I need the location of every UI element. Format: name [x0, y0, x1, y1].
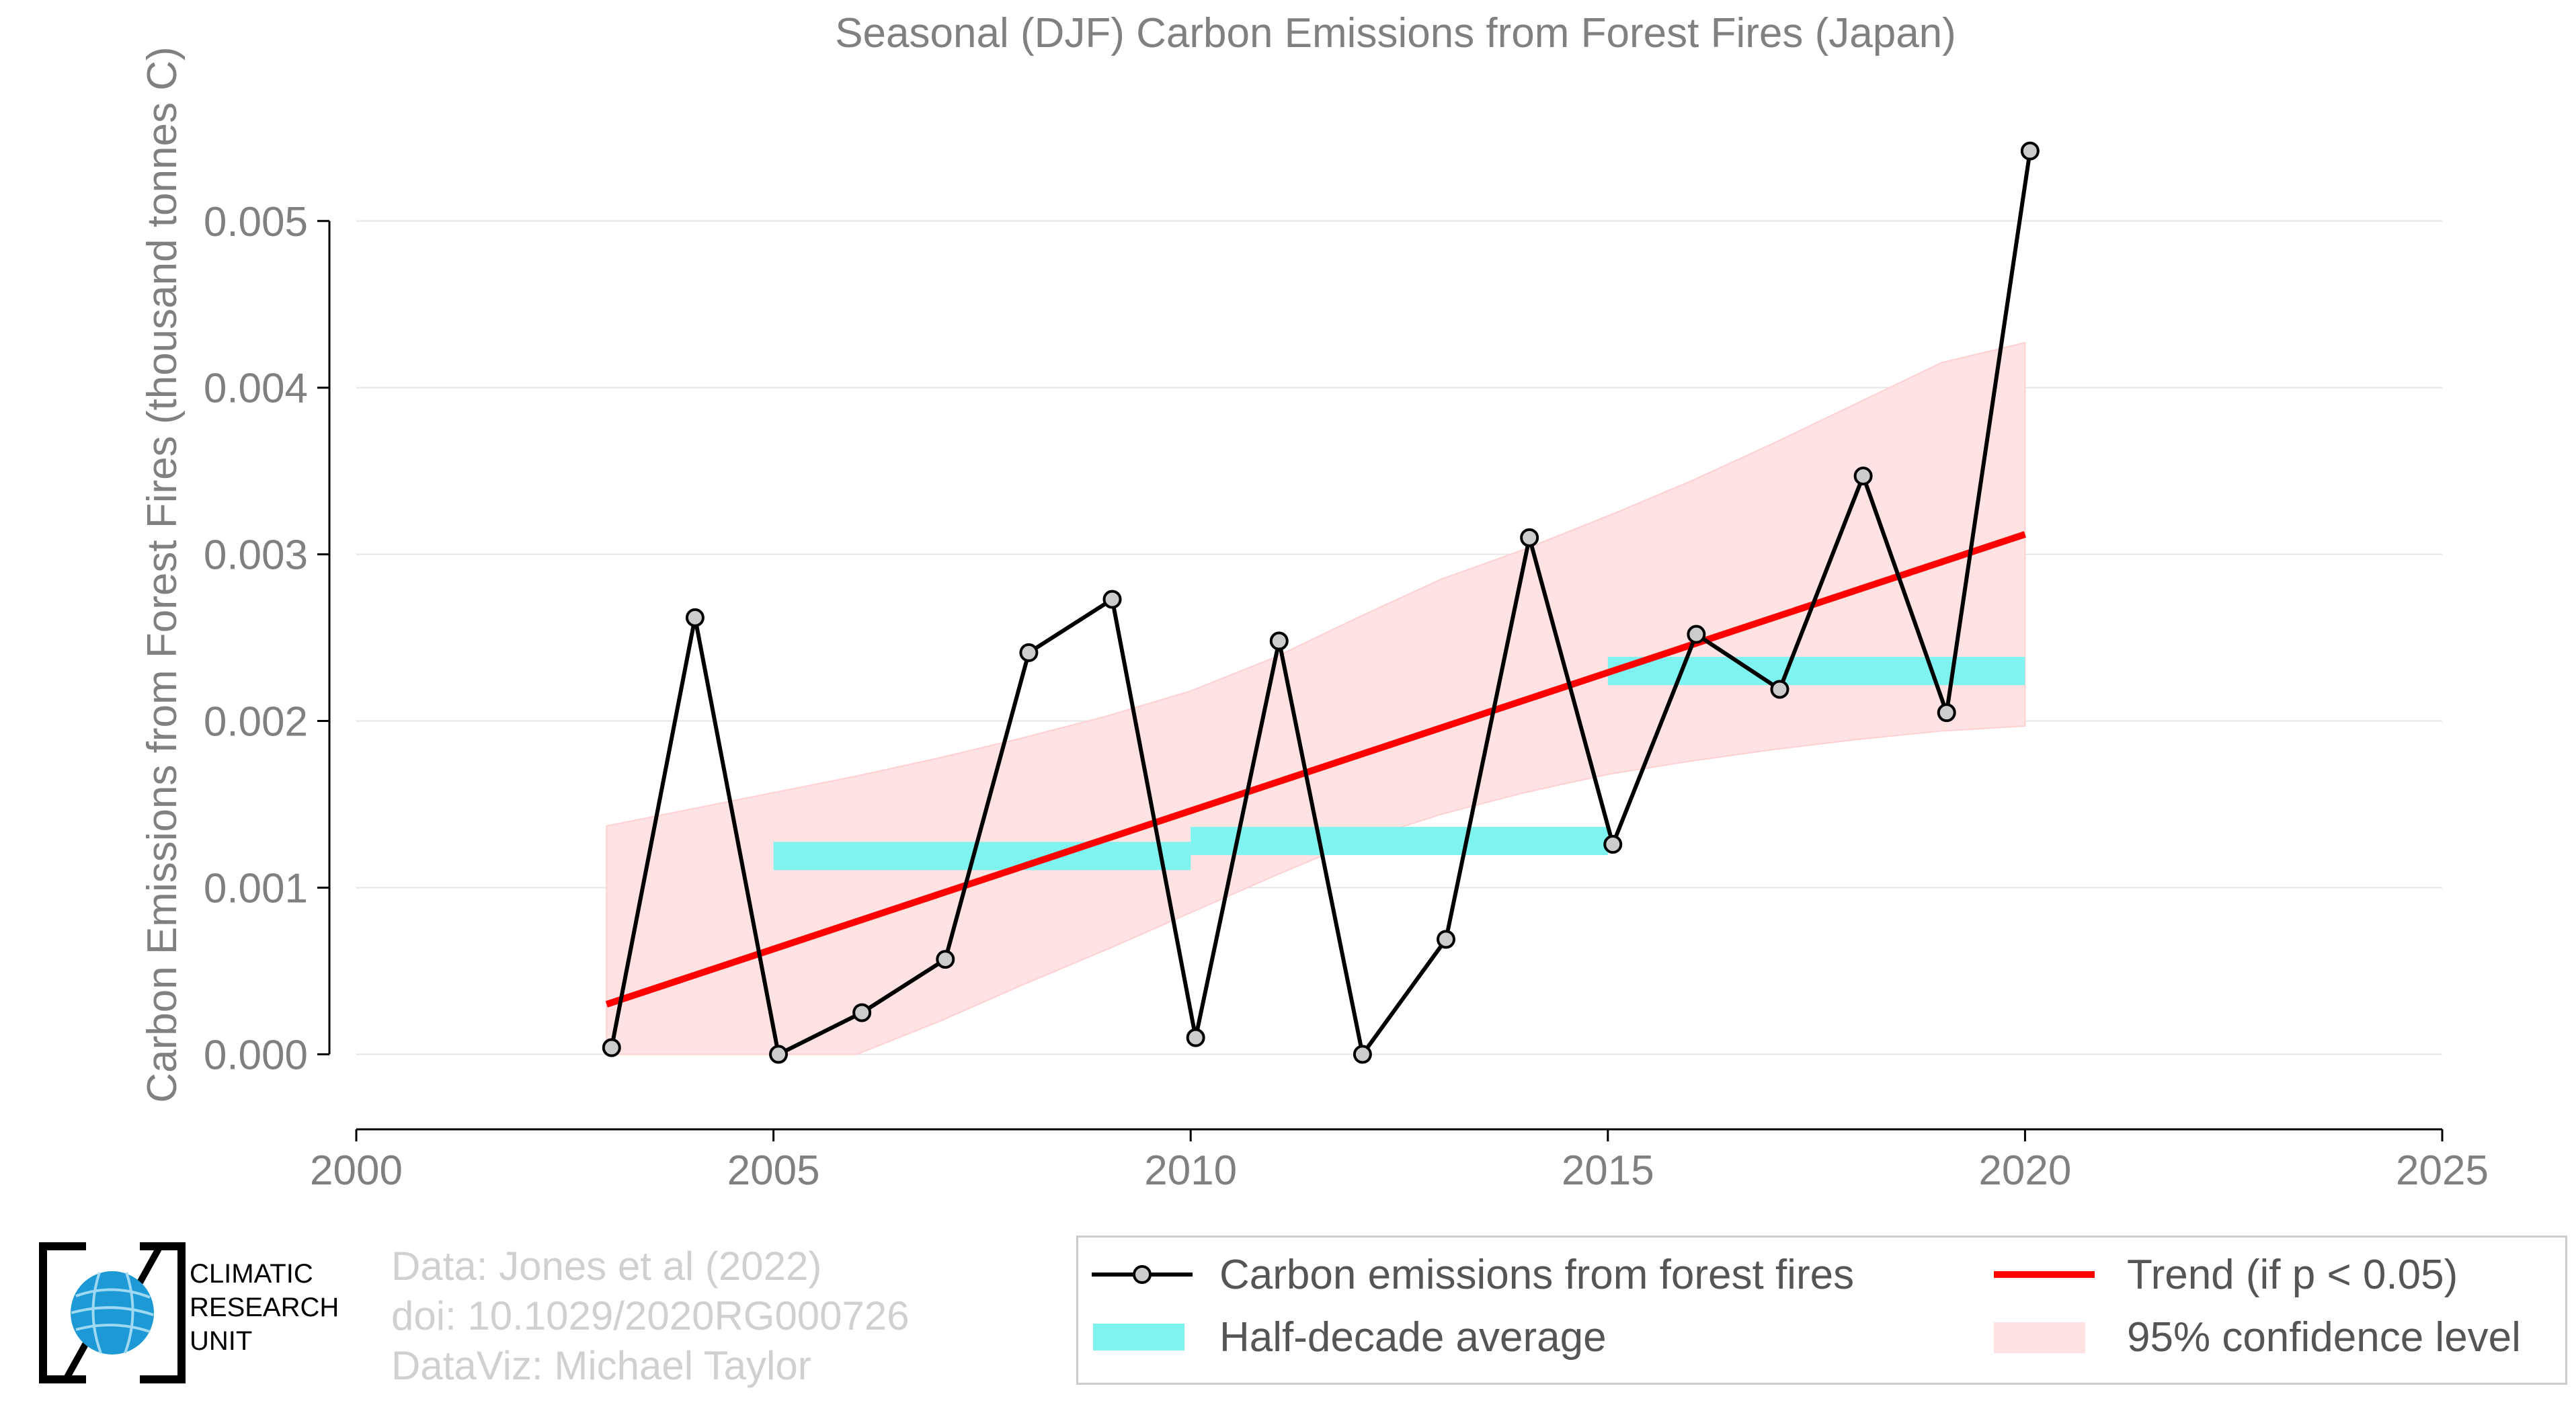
legend-swatch-confidence: [1994, 1322, 2085, 1353]
y-tick-label-0: 0.000: [204, 1032, 308, 1078]
y-tick-label-1: 0.001: [204, 865, 308, 912]
y-tick-label-2: 0.002: [204, 699, 308, 745]
legend-swatches: [1092, 1265, 2095, 1353]
source-line-dataviz: DataViz: Michael Taylor: [391, 1343, 811, 1388]
emissions-point-2012: [1353, 1045, 1372, 1064]
legend-label-half-decade: Half-decade average: [1219, 1314, 1607, 1361]
x-tick-label-2000: 2000: [310, 1147, 403, 1194]
tick-labels: 2000 2005 2010 2015 2020 2025 0.000 0.001 0.002 0…: [204, 199, 2489, 1194]
half-decade-bar-0: [773, 842, 1191, 871]
source-line-data: Data: Jones et al (2022): [391, 1244, 822, 1289]
emissions-line: [609, 151, 2032, 1057]
emissions-point-2016: [1687, 624, 1706, 644]
emissions-point-2018: [1853, 467, 1873, 486]
legend-swatch-half-decade: [1093, 1324, 1184, 1350]
emissions-point-2005: [769, 1045, 789, 1064]
emissions-point-2015: [1603, 835, 1623, 854]
x-tick-label-2010: 2010: [1144, 1147, 1237, 1194]
x-tick-label-2025: 2025: [2396, 1147, 2489, 1194]
emissions-point-2014: [1520, 528, 1539, 547]
legend-label-trend: Trend (if p < 0.05): [2127, 1252, 2458, 1298]
emissions-point-2013: [1437, 930, 1456, 949]
globe-icon: [71, 1271, 154, 1355]
logo-text-line-1: CLIMATIC: [190, 1259, 313, 1289]
legend-label-emissions: Carbon emissions from forest fires: [1219, 1252, 1855, 1298]
emissions-point-2004: [685, 608, 705, 627]
confidence-band: [606, 341, 2026, 1055]
emissions-point-2019: [1937, 703, 1956, 723]
cru-logo: [39, 1242, 186, 1383]
axes: [317, 220, 2444, 1141]
y-axis-label: Carbon Emissions from Forest Fires (thou…: [139, 46, 186, 1102]
emissions-point-2007: [936, 950, 955, 969]
y-tick-label-5: 0.005: [204, 199, 308, 245]
emissions-point-2006: [852, 1003, 872, 1022]
legend: Carbon emissions from forest fires Trend…: [1076, 1236, 2567, 1385]
legend-marker-emissions: [1133, 1265, 1152, 1284]
chart-title: Seasonal (DJF) Carbon Emissions from For…: [835, 10, 1956, 56]
emissions-point-2017: [1770, 680, 1789, 699]
logo-text-line-3: UNIT: [190, 1326, 253, 1356]
logo-text-line-2: RESEARCH: [190, 1293, 339, 1322]
half-decade-bar-1: [1191, 827, 1608, 856]
emissions-point-2003: [602, 1038, 621, 1057]
source-line-doi: doi: 10.1029/2020RG000726: [391, 1293, 910, 1338]
x-tick-label-2005: 2005: [727, 1147, 820, 1194]
emissions-point-2020: [2020, 141, 2040, 161]
trend-line: [605, 531, 2026, 1008]
x-tick-label-2020: 2020: [1978, 1147, 2071, 1194]
emissions-series: [602, 141, 2040, 1064]
legend-label-confidence: 95% confidence level: [2127, 1314, 2521, 1361]
confidence-band-area: [606, 341, 2026, 1055]
emissions-point-2009: [1102, 590, 1122, 609]
y-tick-label-4: 0.004: [204, 366, 308, 412]
x-tick-label-2015: 2015: [1562, 1147, 1654, 1194]
y-tick-label-3: 0.003: [204, 532, 308, 579]
trend-line-segment: [605, 531, 2026, 1008]
emissions-point-2008: [1019, 643, 1039, 662]
half-decade-bar-2: [1607, 657, 2025, 686]
emissions-point-2010: [1186, 1028, 1205, 1047]
emissions-point-2011: [1269, 631, 1289, 651]
